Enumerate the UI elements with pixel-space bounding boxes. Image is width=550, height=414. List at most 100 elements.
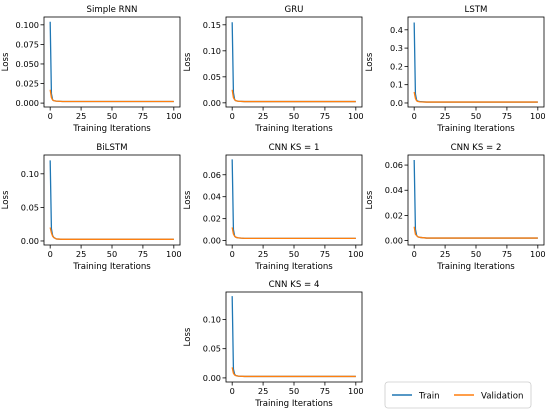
- chart-panel-2: 0 25 50 75 100 0.00 0.05 0.10 0.15 GRU Training It…: [183, 5, 364, 134]
- x-axis-label: Training Iterations: [436, 124, 515, 134]
- y-tick-label: 0.050: [16, 59, 39, 69]
- y-axis-label: Loss: [183, 190, 193, 209]
- x-tick-label: 25: [76, 249, 86, 259]
- y-tick-label: 0.10: [21, 169, 39, 179]
- x-axis-label: Training Iterations: [254, 124, 333, 134]
- x-tick-label: 25: [258, 111, 268, 121]
- x-tick-label: 75: [502, 249, 512, 259]
- series-line-validation: [49, 89, 174, 103]
- y-tick-label: 0.3: [390, 43, 403, 53]
- y-tick-label: 0.05: [203, 344, 221, 354]
- y-tick-label: 0.02: [203, 214, 221, 224]
- chart-panel-7: 0 25 50 75 100 0.00 0.05 0.10 CNN KS = 4 Training…: [183, 280, 364, 409]
- chart-title: GRU: [285, 5, 304, 15]
- x-tick-label: 50: [107, 111, 117, 121]
- y-tick-label: 0.00: [203, 236, 221, 246]
- x-tick-label: 100: [348, 111, 364, 121]
- x-tick-label: 100: [166, 249, 182, 259]
- x-tick-label: 100: [166, 111, 182, 121]
- x-tick-label: 50: [289, 386, 299, 396]
- x-tick-label: 75: [138, 111, 148, 121]
- x-tick-label: 0: [412, 249, 417, 259]
- x-tick-label: 50: [107, 249, 117, 259]
- x-tick-label: 50: [471, 249, 481, 259]
- y-tick-label: 0.00: [203, 373, 221, 383]
- y-tick-label: 0.06: [385, 160, 403, 170]
- chart-panel-6: 0 25 50 75 100 0.00 0.02 0.04 0.06 CNN KS = 2 Trai…: [365, 143, 546, 272]
- y-tick-label: 0.0: [390, 98, 403, 108]
- x-tick-label: 50: [471, 111, 481, 121]
- x-tick-label: 0: [230, 386, 235, 396]
- y-axis-label: Loss: [365, 190, 375, 209]
- x-tick-label: 0: [48, 111, 53, 121]
- x-axis-label: Training Iterations: [72, 124, 151, 134]
- x-tick-label: 0: [412, 111, 417, 121]
- x-tick-label: 100: [530, 249, 546, 259]
- x-tick-label: 75: [502, 111, 512, 121]
- chart-title: LSTM: [465, 5, 488, 15]
- x-tick-label: 0: [48, 249, 53, 259]
- y-tick-label: 0.02: [385, 210, 403, 220]
- y-axis-label: Loss: [365, 52, 375, 71]
- y-tick-label: 0.15: [203, 20, 221, 30]
- x-axis-label: Training Iterations: [72, 262, 151, 272]
- series-line-validation: [231, 89, 356, 103]
- y-tick-label: 0.000: [16, 98, 39, 108]
- y-tick-label: 0.075: [16, 39, 39, 49]
- x-tick-label: 25: [440, 111, 450, 121]
- y-axis-label: Loss: [1, 190, 11, 209]
- y-axis-label: Loss: [183, 52, 193, 71]
- chart-title: Simple RNN: [87, 5, 138, 15]
- y-tick-label: 0.4: [390, 25, 403, 35]
- legend: Train Validation: [384, 381, 532, 409]
- x-tick-label: 0: [230, 249, 235, 259]
- y-tick-label: 0.05: [21, 202, 39, 212]
- x-tick-label: 0: [230, 111, 235, 121]
- x-tick-label: 25: [440, 249, 450, 259]
- y-tick-label: 0.10: [203, 46, 221, 56]
- x-tick-label: 25: [258, 249, 268, 259]
- y-axis-label: Loss: [183, 327, 193, 346]
- y-tick-label: 0.00: [385, 236, 403, 246]
- x-axis-label: Training Iterations: [254, 262, 333, 272]
- x-tick-label: 50: [289, 249, 299, 259]
- x-tick-label: 100: [530, 111, 546, 121]
- x-tick-label: 50: [289, 111, 299, 121]
- legend-label-train: Train: [418, 392, 440, 402]
- series-line-validation: [231, 367, 356, 378]
- y-tick-label: 0.05: [203, 72, 221, 82]
- chart-panel-1: 0 25 50 75 100 0.000 0.025 0.050 0.075 0.100 Simpl…: [1, 5, 182, 134]
- y-tick-label: 0.100: [16, 20, 39, 30]
- y-tick-label: 0.10: [203, 314, 221, 324]
- x-tick-label: 100: [348, 386, 364, 396]
- chart-panel-5: 0 25 50 75 100 0.00 0.02 0.04 0.06 CNN KS = 1 Trai…: [183, 143, 364, 272]
- x-tick-label: 75: [320, 249, 330, 259]
- y-tick-label: 0.04: [203, 192, 221, 202]
- series-line-validation: [413, 226, 538, 239]
- y-tick-label: 0.04: [385, 185, 403, 195]
- y-tick-label: 0.00: [21, 236, 39, 246]
- chart-panel-4: 0 25 50 75 100 0.00 0.05 0.10 BiLSTM Training Ite…: [1, 143, 182, 272]
- y-axis-label: Loss: [1, 52, 11, 71]
- x-tick-label: 75: [320, 386, 330, 396]
- series-line-validation: [413, 91, 538, 103]
- chart-title: BiLSTM: [96, 143, 127, 153]
- x-tick-label: 100: [348, 249, 364, 259]
- x-tick-label: 75: [320, 111, 330, 121]
- x-tick-label: 25: [76, 111, 86, 121]
- series-line-validation: [231, 227, 356, 240]
- chart-title: CNN KS = 4: [269, 280, 320, 290]
- y-tick-label: 0.1: [390, 80, 403, 90]
- y-tick-label: 0.025: [16, 79, 39, 89]
- y-tick-label: 0.2: [390, 61, 403, 71]
- chart-title: CNN KS = 1: [269, 143, 320, 153]
- x-tick-label: 75: [138, 249, 148, 259]
- y-tick-label: 0.00: [203, 98, 221, 108]
- chart-title: CNN KS = 2: [451, 143, 502, 153]
- y-tick-label: 0.06: [203, 170, 221, 180]
- x-axis-label: Training Iterations: [254, 399, 333, 409]
- legend-label-validation: Validation: [481, 392, 523, 402]
- x-tick-label: 25: [258, 386, 268, 396]
- series-line-validation: [49, 227, 174, 240]
